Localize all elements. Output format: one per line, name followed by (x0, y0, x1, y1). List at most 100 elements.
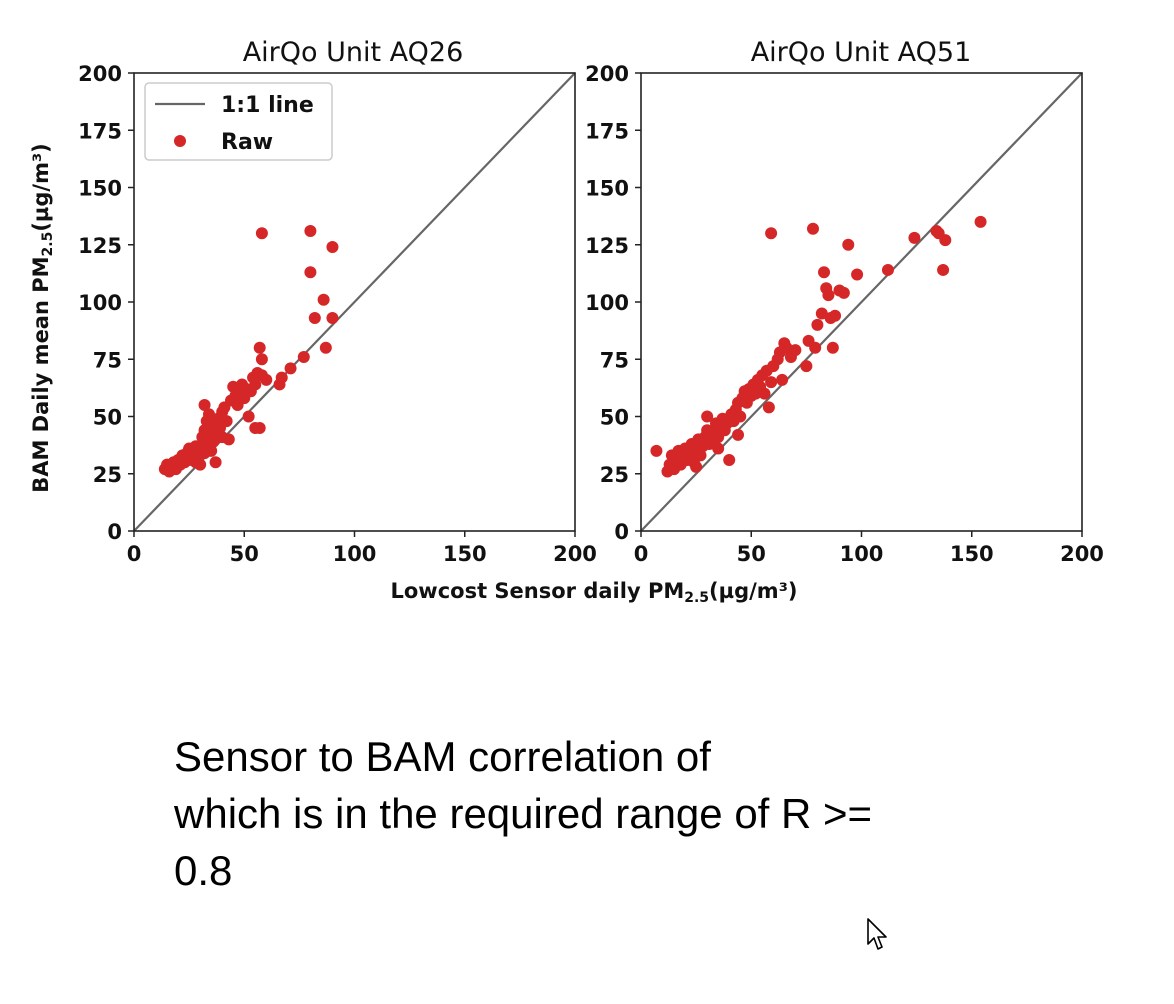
y-tick-label: 25 (600, 463, 629, 487)
y-tick-label: 50 (600, 406, 629, 430)
data-point (762, 401, 775, 414)
data-point (765, 376, 778, 389)
data-point (220, 415, 233, 428)
y-tick-label: 25 (93, 463, 122, 487)
data-point (908, 231, 921, 244)
legend-label-line: 1:1 line (221, 93, 314, 118)
svg-text:BAM Daily mean PM2.5(µg/m³): BAM Daily mean PM2.5(µg/m³) (29, 143, 56, 493)
data-point (826, 341, 839, 354)
caption-line-3: 0.8 (174, 847, 233, 894)
arrow-pointer-icon (867, 918, 887, 950)
data-point (242, 410, 255, 423)
data-point (974, 215, 987, 228)
y-axis-label-text: (µg/m (29, 162, 53, 232)
caption-line-1: Sensor to BAM correlation of (174, 733, 711, 780)
legend: 1:1 line Raw (144, 82, 333, 161)
y-tick-label: 125 (78, 234, 122, 258)
x-tick-label: 50 (737, 542, 766, 566)
legend-marker-raw (174, 135, 186, 147)
data-point (249, 378, 262, 391)
y-tick-label: 150 (78, 177, 122, 201)
data-point (800, 360, 813, 373)
x-tick-label: 0 (127, 542, 142, 566)
x-axis-label-text: ³ (779, 579, 788, 603)
x-tick-label: 0 (634, 542, 649, 566)
panel-aq26: AirQo Unit AQ26 0 50 100 150 200 0 25 50 75 100 12… (78, 37, 597, 566)
data-point (732, 428, 745, 441)
x-tick-label: 200 (553, 542, 597, 566)
x-axis-label-text: Lowcost Sensor daily PM (391, 579, 685, 603)
x-tick-label: 150 (443, 542, 487, 566)
data-point (809, 341, 822, 354)
data-point (194, 458, 207, 471)
x-tick-label: 50 (230, 542, 259, 566)
x-axis-label-text: ) (788, 579, 798, 603)
data-point (205, 444, 218, 457)
y-tick-label: 50 (93, 406, 122, 430)
data-point (765, 227, 778, 240)
reference-line (640, 72, 1083, 532)
data-point (939, 234, 952, 247)
data-point (734, 410, 747, 423)
data-point (202, 408, 215, 421)
data-point (694, 449, 707, 462)
y-tick-label: 200 (585, 62, 629, 86)
data-point (937, 263, 950, 276)
caption: Sensor to BAM correlation of which is in… (174, 728, 1034, 899)
y-tick-label: 100 (585, 291, 629, 315)
data-point (837, 286, 850, 299)
y-tick-label: 75 (600, 348, 629, 372)
y-tick-label: 200 (78, 62, 122, 86)
data-point (253, 341, 266, 354)
data-point (776, 373, 789, 386)
x-tick-label: 100 (840, 542, 884, 566)
y-tick-label: 0 (614, 520, 629, 544)
data-point (284, 362, 297, 375)
data-point (712, 442, 725, 455)
data-point (650, 444, 663, 457)
data-point (304, 266, 317, 279)
caption-line-2: which is in the required range of R >= (174, 790, 873, 837)
data-point (209, 456, 222, 469)
legend-box (144, 82, 333, 161)
x-tick-label: 150 (950, 542, 994, 566)
data-point (851, 268, 864, 281)
data-point (811, 318, 824, 331)
y-tick-label: 125 (585, 234, 629, 258)
data-point (822, 289, 835, 302)
data-point (222, 433, 235, 446)
y-tick-label: 0 (107, 520, 122, 544)
data-point (304, 225, 317, 238)
data-point (326, 312, 339, 325)
data-point (326, 241, 339, 254)
y-tick-label: 150 (585, 177, 629, 201)
y-tick-label: 175 (585, 119, 629, 143)
x-tick-label: 200 (1060, 542, 1104, 566)
data-point (297, 350, 310, 363)
y-tick-label: 75 (93, 348, 122, 372)
data-point (723, 454, 736, 467)
y-axis-label-text: BAM Daily mean PM (29, 256, 53, 492)
data-point (818, 266, 831, 279)
x-axis-label-text: (µg/m (709, 579, 779, 603)
data-point (806, 222, 819, 235)
data-point (198, 399, 211, 412)
data-point (275, 371, 288, 384)
y-axis-label: BAM Daily mean PM2.5(µg/m³) (29, 143, 56, 493)
legend-label-raw: Raw (221, 130, 273, 155)
data-point (253, 421, 266, 434)
data-point (308, 312, 321, 325)
y-axis-label-text: 2.5 (40, 232, 56, 257)
panel-aq51: AirQo Unit AQ51 0 50 100 150 200 0 25 50 75 100 12… (585, 37, 1104, 566)
plot-area: 0 50 100 150 200 0 25 50 75 100 125 150 175 200 (78, 62, 597, 566)
x-axis-label: Lowcost Sensor daily PM2.5(µg/m³) (391, 579, 798, 606)
data-point (319, 341, 332, 354)
data-point (842, 238, 855, 251)
data-point (789, 344, 802, 357)
data-point (690, 460, 703, 473)
y-axis-label-text: ) (29, 143, 53, 153)
data-point (881, 263, 894, 276)
panel-title: AirQo Unit AQ51 (751, 37, 972, 68)
y-tick-label: 175 (78, 119, 122, 143)
